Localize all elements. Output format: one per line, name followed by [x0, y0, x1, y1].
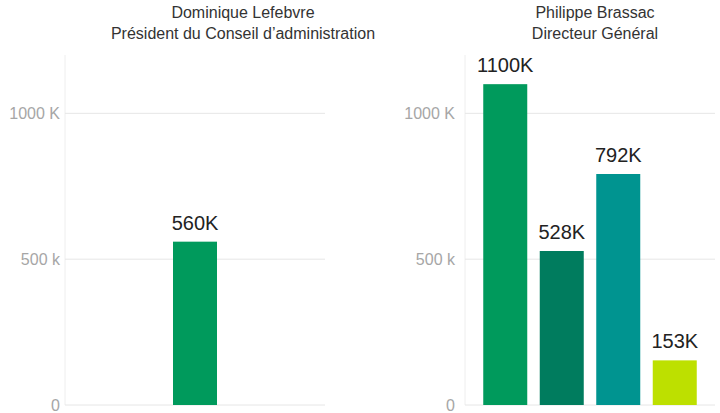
data-label: 1100K: [477, 54, 534, 76]
y-tick-label: 0: [446, 397, 455, 413]
bar: [483, 84, 527, 405]
chart-panel: Philippe Brassac Directeur Général 0 500 k 1…: [404, 4, 715, 413]
bars: [173, 242, 217, 405]
grid-line: [65, 113, 325, 114]
bar: [173, 242, 217, 405]
data-label: 528K: [538, 221, 585, 243]
chart-title: Philippe Brassac: [535, 4, 654, 21]
chart-subtitle: Directeur Général: [532, 25, 658, 42]
y-axis-line: [65, 55, 66, 405]
chart-root: Dominique Lefebvre Président du Conseil d…: [0, 0, 720, 413]
chart-subtitle: Président du Conseil d’administration: [111, 25, 375, 42]
y-tick-label: 500 k: [21, 251, 61, 268]
y-tick-label: 500 k: [416, 251, 456, 268]
y-axis-line: [465, 55, 466, 405]
y-tick-label: 0: [51, 397, 60, 413]
chart-panel: Dominique Lefebvre Président du Conseil d…: [9, 4, 375, 413]
data-label: 560K: [172, 212, 219, 234]
bar: [540, 251, 584, 405]
y-tick-label: 1000 K: [9, 105, 60, 122]
bars: [483, 84, 697, 405]
bar: [653, 360, 697, 405]
data-label: 792K: [595, 144, 642, 166]
bar: [596, 174, 640, 405]
data-label: 153K: [651, 330, 698, 352]
chart-title: Dominique Lefebvre: [171, 4, 314, 21]
y-tick-label: 1000 K: [404, 105, 455, 122]
